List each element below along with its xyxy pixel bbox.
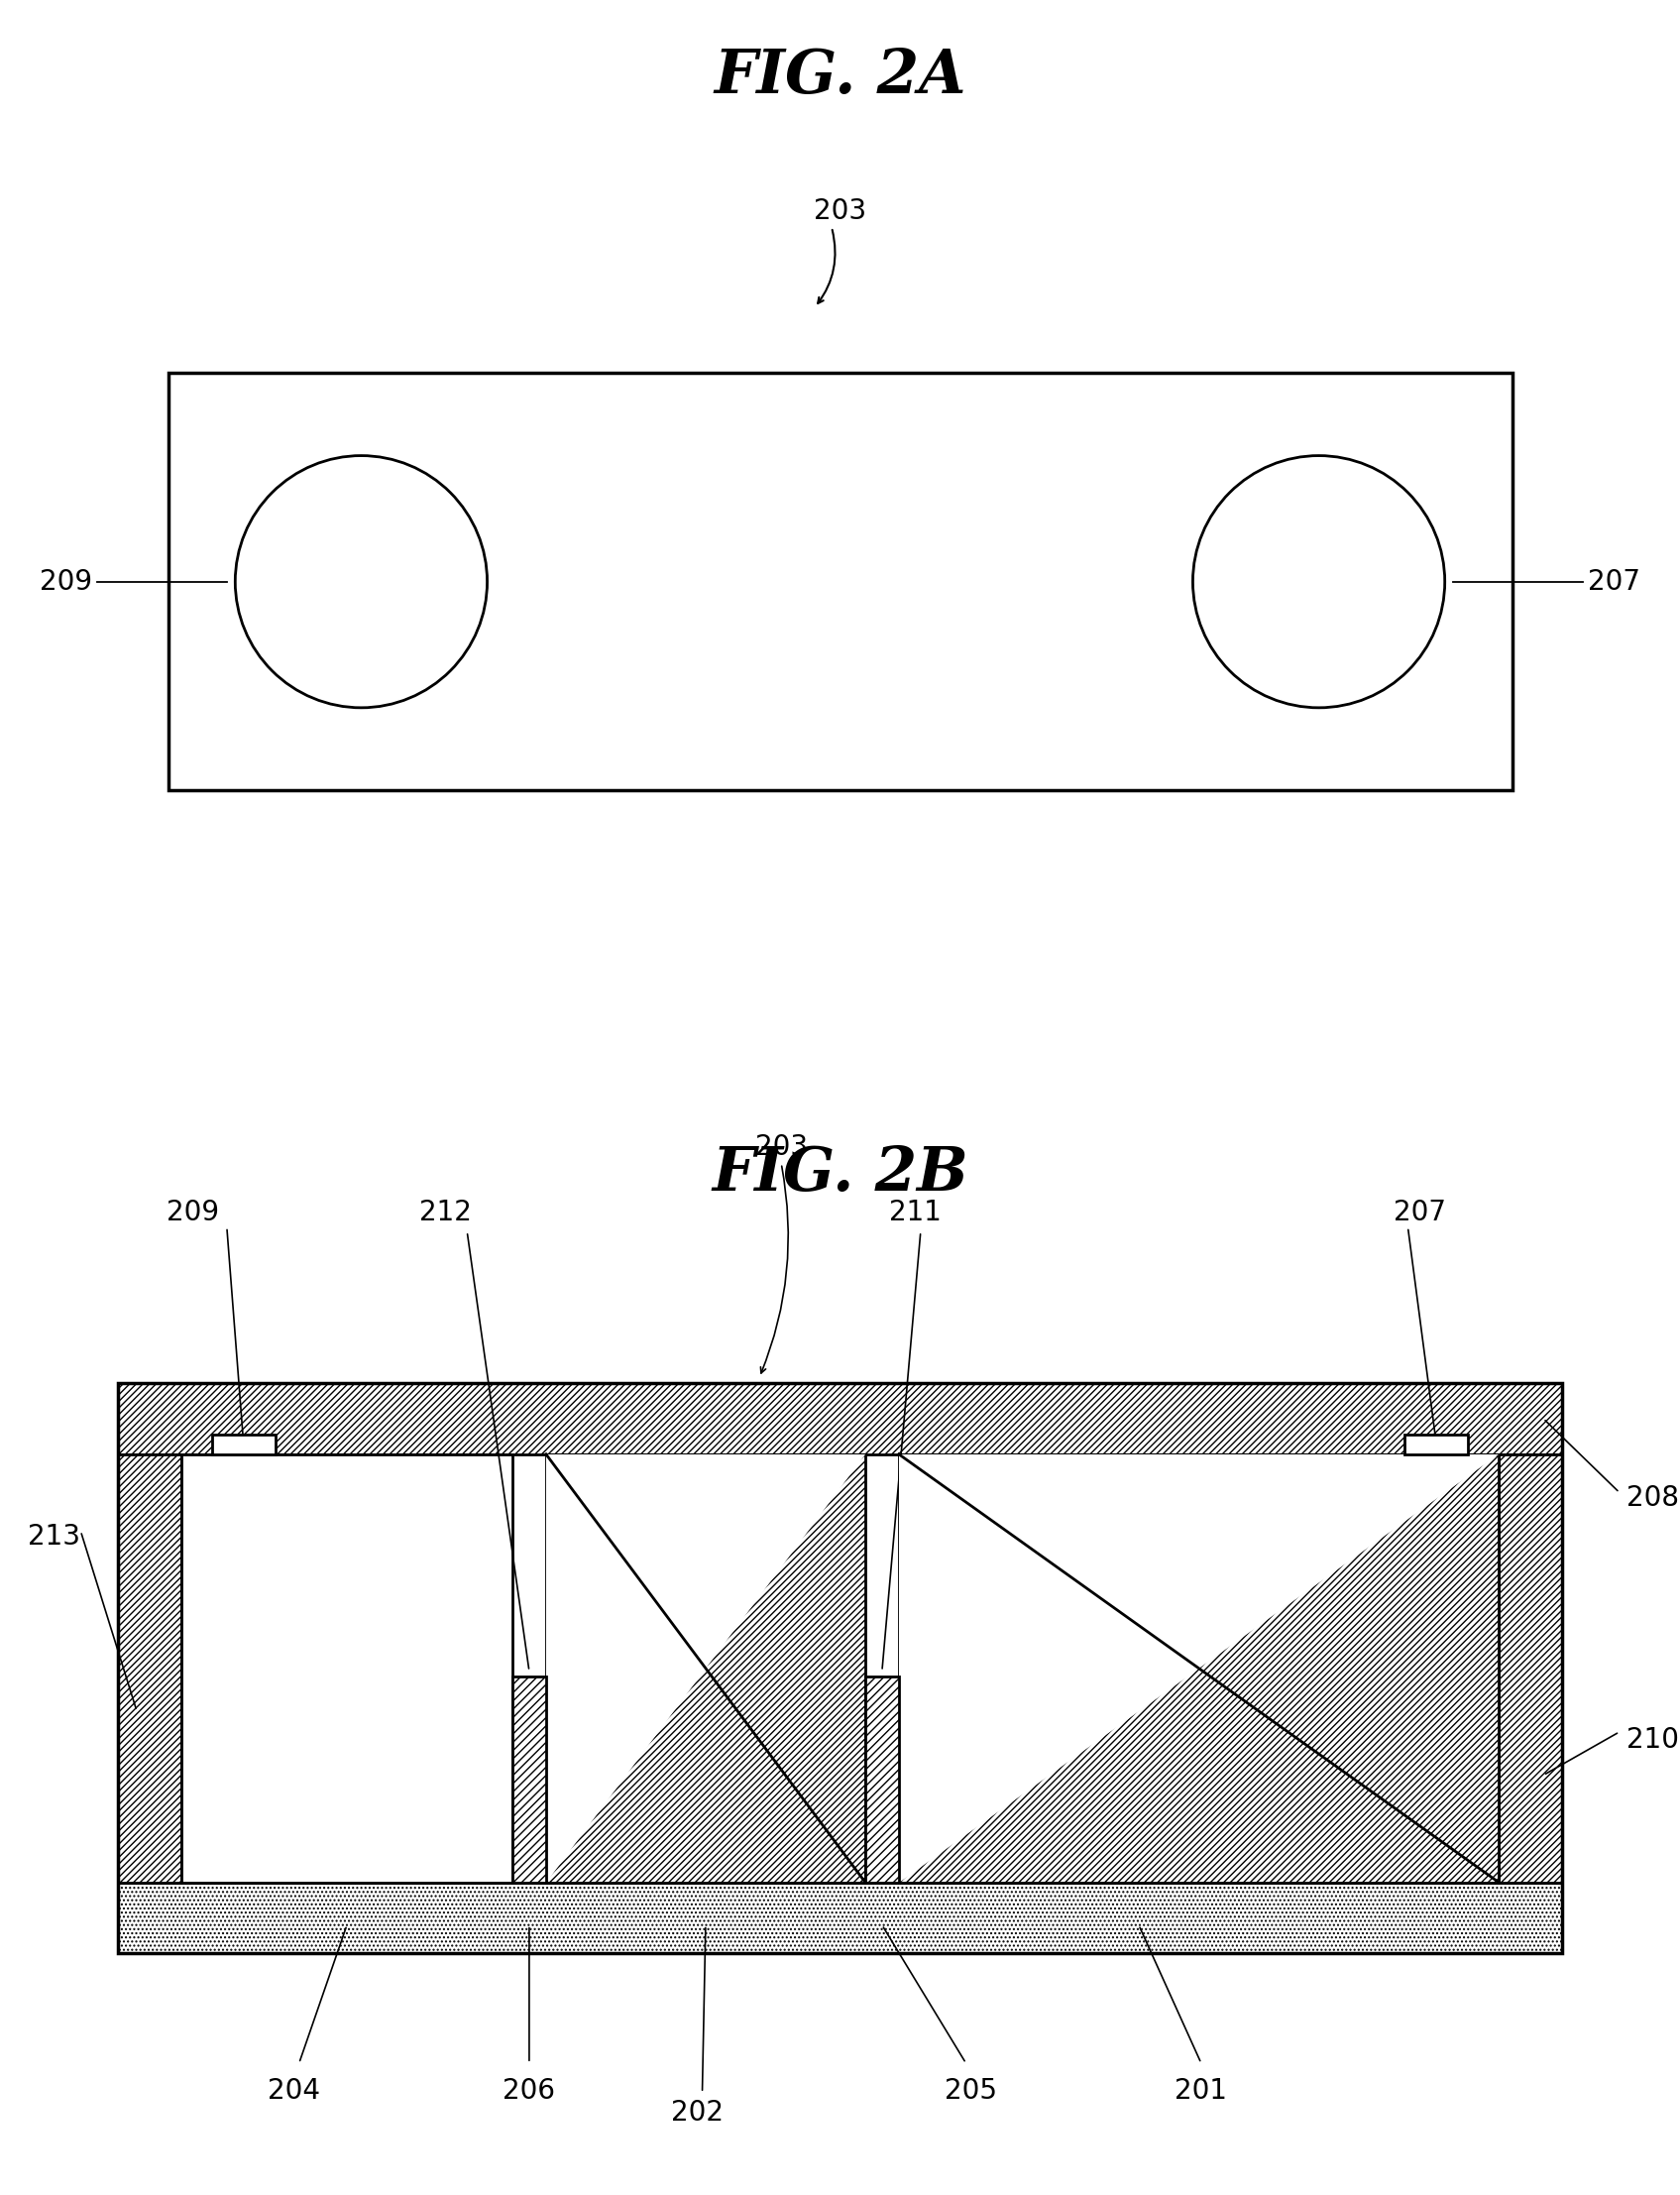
Text: 210: 210	[1626, 1725, 1678, 1754]
Text: 211: 211	[889, 1198, 942, 1227]
Text: 207: 207	[1588, 569, 1640, 595]
Text: 203: 203	[813, 198, 867, 226]
Bar	[118, 1883, 1562, 1954]
Bar	[181, 1453, 512, 1881]
Text: 207: 207	[1393, 1198, 1446, 1227]
Polygon shape	[899, 1453, 1499, 1881]
Text: 201: 201	[1174, 2076, 1228, 2105]
Bar	[118, 1383, 1562, 1954]
Text: 209: 209	[40, 569, 92, 595]
Bar	[1499, 1453, 1562, 1881]
Bar	[1404, 1436, 1468, 1453]
Text: 202: 202	[670, 2098, 724, 2127]
Text: FIG. 2A: FIG. 2A	[714, 46, 966, 108]
Bar	[212, 1436, 276, 1453]
Ellipse shape	[235, 457, 487, 707]
Bar	[168, 373, 1512, 790]
Text: 209: 209	[166, 1198, 220, 1227]
Bar	[118, 1383, 1562, 1453]
Ellipse shape	[1193, 457, 1445, 707]
Bar	[899, 1453, 1499, 1881]
Bar	[546, 1453, 865, 1881]
Bar	[512, 1677, 546, 1881]
Text: 204: 204	[267, 2076, 321, 2105]
Polygon shape	[546, 1453, 865, 1881]
Text: FIG. 2B: FIG. 2B	[712, 1144, 968, 1205]
Text: 208: 208	[1626, 1484, 1678, 1512]
Text: 203: 203	[754, 1133, 808, 1161]
Bar	[118, 1453, 181, 1881]
Text: 212: 212	[418, 1198, 472, 1227]
Text: 213: 213	[27, 1523, 81, 1550]
Text: 205: 205	[944, 2076, 998, 2105]
Bar	[865, 1677, 899, 1881]
Text: 206: 206	[502, 2076, 556, 2105]
